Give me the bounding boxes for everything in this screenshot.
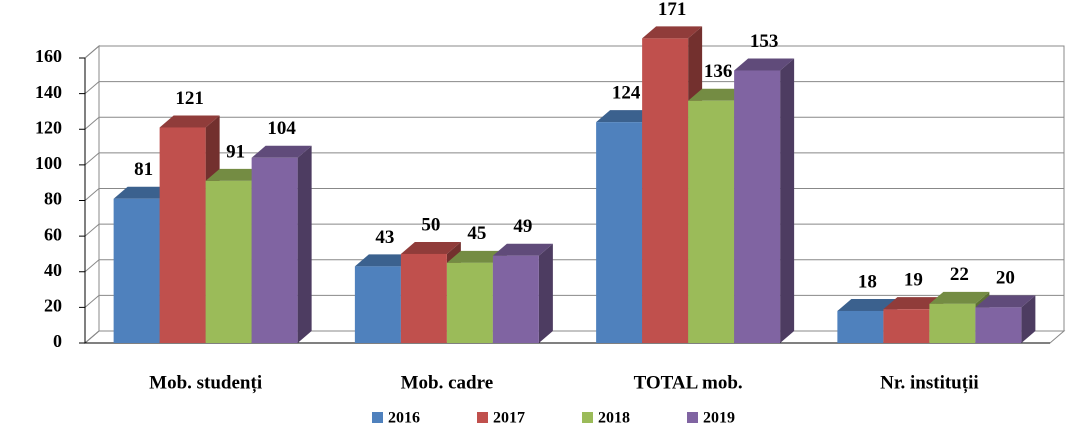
data-label: 81 (134, 159, 153, 180)
data-label: 104 (267, 118, 296, 139)
bar-top (205, 168, 266, 181)
bar-top (596, 110, 657, 123)
bar-top (929, 291, 990, 304)
bar (883, 309, 930, 343)
bar-top (883, 297, 944, 310)
data-label: 20 (996, 268, 1015, 289)
y-tick-label: 120 (35, 117, 62, 137)
bar-top (113, 186, 174, 199)
bar (837, 310, 884, 343)
legend-label: 2017 (493, 410, 525, 427)
data-label: 43 (375, 227, 394, 248)
x-tick-label: Nr. instituții (880, 372, 979, 393)
bar (929, 303, 976, 343)
bar-top (159, 115, 220, 128)
data-label: 124 (612, 82, 641, 103)
bar (205, 180, 252, 343)
data-label: 45 (467, 223, 486, 244)
y-tick-label: 40 (44, 260, 62, 280)
x-tick-label: TOTAL mob. (634, 372, 743, 393)
y-tick-label: 20 (44, 296, 62, 316)
grid-line-side (84, 152, 100, 166)
bar-top (492, 243, 553, 256)
legend-label: 2016 (388, 410, 420, 427)
data-label: 22 (950, 264, 969, 285)
grid-line-side (84, 330, 100, 344)
bar-side (780, 58, 795, 343)
bar (734, 70, 781, 343)
grid-line-side (84, 294, 100, 308)
legend-label: 2018 (598, 410, 630, 427)
grid-line-side (84, 259, 100, 273)
legend-label: 2019 (703, 410, 735, 427)
bar-side (297, 145, 312, 343)
bar (596, 122, 643, 343)
bar-top (446, 250, 507, 263)
bar-top (251, 145, 312, 158)
bar (354, 266, 401, 343)
data-label: 50 (421, 214, 440, 235)
bar-top (400, 241, 461, 254)
y-tick-label: 80 (44, 189, 62, 209)
data-label: 49 (513, 216, 532, 237)
bar-top (975, 295, 1036, 308)
data-label: 91 (226, 141, 245, 162)
y-tick-label: 100 (35, 153, 62, 173)
bar-top (837, 298, 898, 311)
x-tick-label: Mob. studenți (149, 372, 262, 393)
legend-swatch (687, 412, 698, 423)
x-tick-label: Mob. cadre (401, 372, 494, 393)
y-tick-label: 0 (53, 331, 62, 351)
legend-swatch (477, 412, 488, 423)
data-label: 19 (904, 270, 923, 291)
legend-swatch (582, 412, 593, 423)
data-label: 121 (175, 88, 204, 109)
bar (159, 127, 206, 343)
bar (492, 255, 539, 343)
bar (251, 157, 298, 343)
bar (688, 100, 735, 343)
y-tick-label: 140 (35, 82, 62, 102)
data-label: 153 (750, 31, 779, 52)
data-label: 18 (858, 271, 877, 292)
bar-top (734, 58, 795, 71)
bar-top (354, 254, 415, 267)
grid-line-side (84, 116, 100, 130)
grid-line-side (84, 81, 100, 95)
grid-line-side (84, 223, 100, 237)
bar (113, 198, 160, 343)
bar-side (1021, 295, 1036, 343)
bar-top (688, 88, 749, 101)
y-tick-label: 60 (44, 224, 62, 244)
bar (975, 307, 1022, 343)
bar (400, 253, 447, 343)
data-label: 171 (658, 0, 687, 20)
bar (642, 38, 689, 343)
bar-top (642, 26, 703, 39)
bar (446, 262, 493, 343)
data-label: 136 (704, 61, 733, 82)
y-tick-label: 160 (35, 46, 62, 66)
bar-side (538, 243, 553, 343)
legend-swatch (372, 412, 383, 423)
grid-line-side (84, 45, 100, 59)
grid-line-side (84, 188, 100, 201)
